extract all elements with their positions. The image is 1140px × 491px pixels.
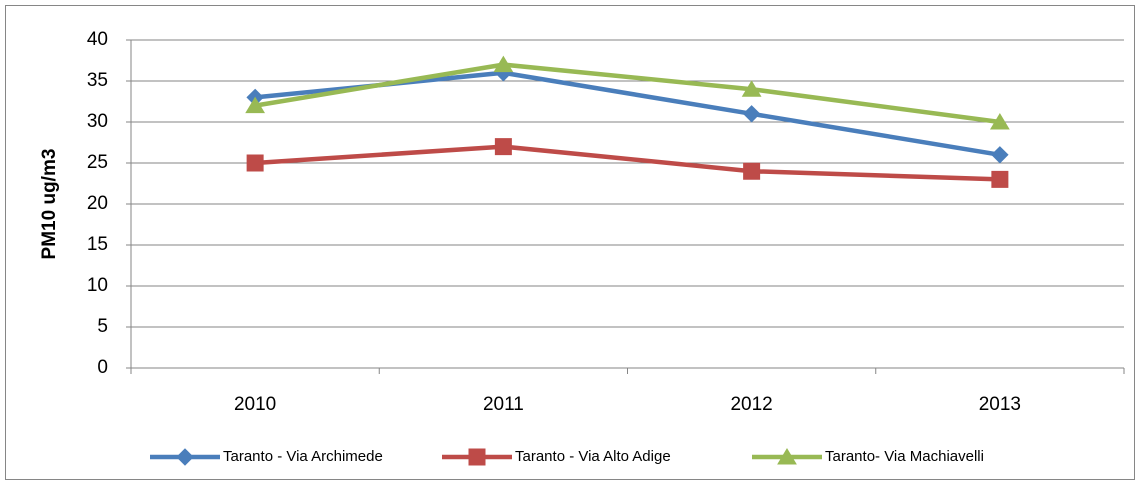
x-tick-label: 2010 [234, 394, 276, 415]
data-point [741, 80, 762, 97]
legend-marker [468, 448, 486, 466]
data-point [494, 138, 512, 156]
y-tick-label: 25 [87, 152, 108, 173]
x-tick-label: 2013 [979, 394, 1021, 415]
data-point [989, 113, 1010, 130]
chart-border [5, 5, 1135, 480]
y-tick-label: 10 [87, 275, 108, 296]
series-line [254, 62, 1001, 125]
legend-label: Taranto - Via Archimede [223, 448, 383, 465]
legend-label: Taranto- Via Machiavelli [825, 448, 984, 465]
legend-marker [777, 448, 797, 465]
data-point [743, 162, 761, 180]
y-tick-label: 20 [87, 193, 108, 214]
y-tick-label: 5 [97, 316, 108, 337]
data-point [493, 55, 514, 73]
legend-marker [176, 448, 194, 466]
x-tick-label: 2012 [730, 394, 772, 415]
legend-label: Taranto - Via Alto Adige [515, 448, 671, 465]
data-point [246, 154, 264, 172]
data-point [742, 105, 761, 123]
series-line [254, 144, 1000, 182]
y-tick-label: 0 [97, 357, 108, 378]
y-tick-label: 40 [87, 29, 108, 50]
y-tick-label: 30 [87, 111, 108, 132]
data-point [245, 96, 266, 114]
y-tick-label: 35 [87, 70, 108, 91]
data-point [991, 146, 1009, 164]
y-tick-label: 15 [87, 234, 108, 255]
y-axis-label: PM10 ug/m3 [39, 149, 60, 260]
data-point [991, 170, 1009, 188]
x-tick-label: 2011 [483, 394, 524, 415]
